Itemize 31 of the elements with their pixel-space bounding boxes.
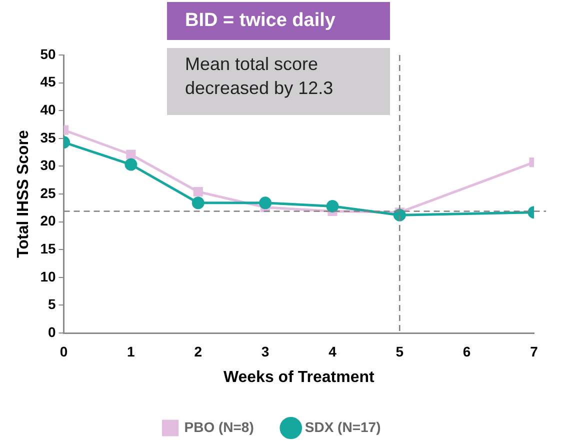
x-tick-label: 3 [261, 343, 270, 360]
y-tick-label: 40 [40, 101, 56, 118]
x-tick-label: 5 [396, 343, 404, 360]
legend-label: PBO (N=8) [184, 418, 254, 435]
point [193, 186, 203, 197]
x-tick-label: 7 [530, 343, 538, 360]
note-box: BID = twice daily [167, 2, 390, 40]
point [126, 150, 136, 160]
y-tick-label: 15 [40, 240, 56, 256]
y-tick-label: 20 [40, 212, 56, 229]
point [259, 196, 272, 210]
y-tick-label: 25 [40, 184, 56, 201]
y-tick-label: 35 [40, 129, 56, 146]
y-tick-label: 0 [48, 324, 56, 340]
point [326, 200, 339, 212]
x-tick-label: 0 [60, 343, 68, 360]
y-tick-label: 10 [40, 268, 56, 284]
x-axis-title: Weeks of Treatment [223, 368, 375, 386]
y-axis-title: Total IHSS Score [15, 130, 32, 258]
x-tick-label: 4 [328, 343, 337, 360]
legend-label: SDX (N=17) [304, 418, 381, 435]
x-tick-label: 1 [127, 343, 136, 360]
y-tick-label: 45 [40, 74, 56, 90]
x-tick-label: 2 [194, 343, 202, 360]
x-tick-label: 6 [462, 343, 471, 360]
point [124, 158, 138, 171]
y-tick-label: 30 [40, 157, 56, 174]
note-box: Mean total score decreased by 12.3 [167, 48, 390, 115]
y-tick-label: 50 [40, 46, 56, 62]
y-tick-label: 5 [48, 296, 56, 312]
point [192, 196, 204, 210]
